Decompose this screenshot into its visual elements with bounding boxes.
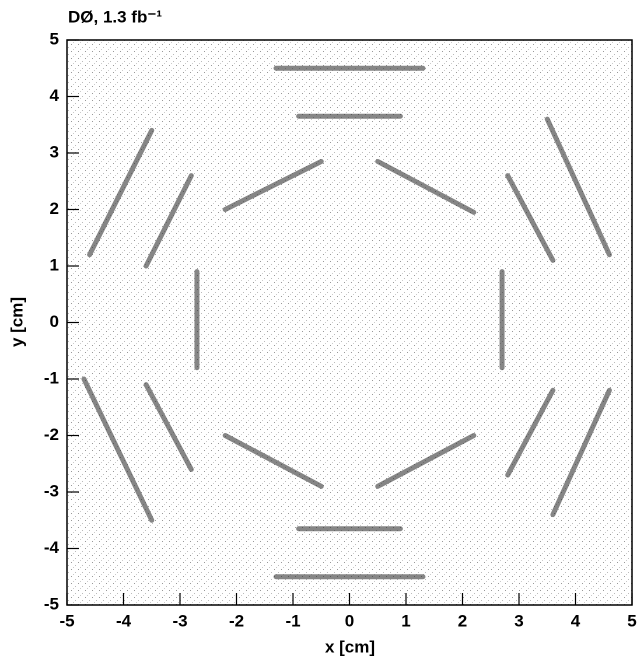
x-tick-label: -5 xyxy=(59,611,74,630)
x-tick-label: 1 xyxy=(401,611,410,630)
x-tick-label: -4 xyxy=(116,611,132,630)
x-tick-label: -2 xyxy=(229,611,244,630)
density-band xyxy=(87,127,155,258)
y-tick-label: -4 xyxy=(44,538,60,557)
density-band xyxy=(550,387,612,518)
density-band xyxy=(222,158,324,212)
y-tick-label: -5 xyxy=(44,594,59,613)
y-tick-label: -1 xyxy=(44,368,59,387)
y-tick-label: 3 xyxy=(50,142,59,161)
x-tick-label: 4 xyxy=(571,611,581,630)
density-band xyxy=(505,173,556,263)
x-tick-label: 5 xyxy=(627,611,636,630)
x-axis-label: x [cm] xyxy=(325,637,375,656)
density-band xyxy=(544,116,612,258)
x-tick-label: 2 xyxy=(458,611,467,630)
y-tick-label: -3 xyxy=(44,481,59,500)
density-band xyxy=(505,387,556,478)
density-band xyxy=(375,433,477,489)
x-tick-label: -1 xyxy=(285,611,300,630)
y-tick-label: 5 xyxy=(50,29,59,48)
plot-area xyxy=(66,39,633,606)
chart-title: DØ, 1.3 fb⁻¹ xyxy=(68,7,162,26)
density-band xyxy=(143,382,194,472)
y-tick-label: 0 xyxy=(50,312,59,331)
density-band xyxy=(81,376,155,523)
density-band xyxy=(375,158,477,215)
y-tick-label: 4 xyxy=(50,86,60,105)
x-tick-label: 0 xyxy=(345,611,354,630)
y-tick-label: -2 xyxy=(44,425,59,444)
y-axis-label: y [cm] xyxy=(7,297,26,347)
y-tick-label: 1 xyxy=(50,255,59,274)
x-tick-label: 3 xyxy=(514,611,523,630)
y-tick-label: 2 xyxy=(50,199,59,218)
density-band xyxy=(143,173,194,269)
x-tick-label: -3 xyxy=(172,611,187,630)
density-band xyxy=(222,433,324,489)
